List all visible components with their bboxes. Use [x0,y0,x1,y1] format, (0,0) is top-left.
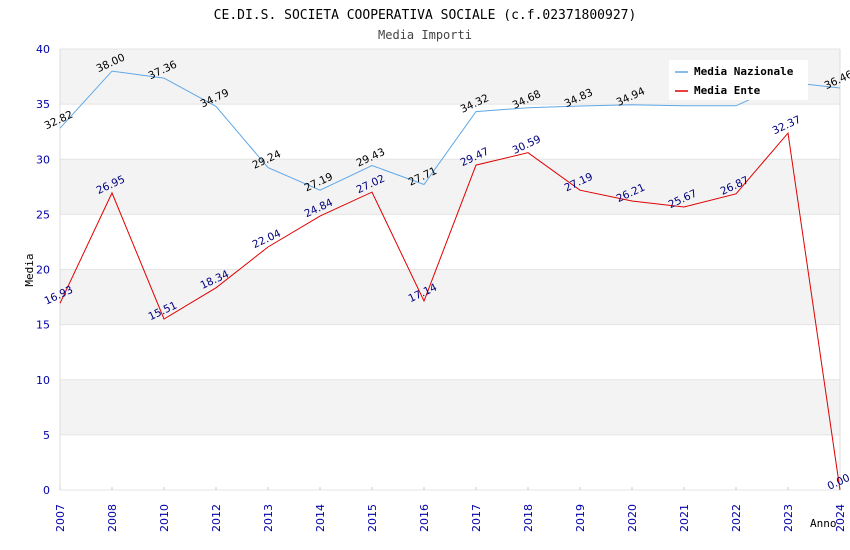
x-tick-label: 2019 [574,504,587,532]
y-tick-label: 40 [36,43,50,56]
x-tick-label: 2010 [158,504,171,532]
series-lines [59,70,841,491]
x-tick-label: 2012 [210,504,223,532]
series-line-nazionale [59,70,841,191]
x-tick-label: 2024 [834,504,847,532]
x-tick-label: 2018 [522,504,535,532]
x-tick-label: 2013 [262,504,275,532]
x-tick-label: 2020 [626,504,639,532]
y-tick-label: 30 [36,153,50,166]
grid-band [60,434,840,490]
grid-band [60,104,840,160]
x-tick-label: 2007 [54,504,67,532]
legend: Media Nazionale Media Ente [669,60,808,100]
x-tick-label: 2023 [782,504,795,532]
grid-bands [59,48,841,491]
y-axis-ticks: 0 5 10 15 20 25 30 35 40 [36,43,50,497]
grid-band [60,214,840,270]
x-tick-label: 2014 [314,504,327,532]
x-tick-label: 2016 [418,504,431,532]
series-line-ente [59,131,841,491]
grid-band [60,324,840,380]
x-tick-label: 2017 [470,504,483,532]
x-tick-label: 2008 [106,504,119,532]
y-tick-label: 20 [36,264,50,277]
chart-subtitle: Media Importi [378,28,472,42]
x-tick-label: 2022 [730,504,743,532]
grid-band [60,159,840,215]
chart-title: CE.DI.S. SOCIETA COOPERATIVA SOCIALE (c.… [214,8,637,23]
y-tick-label: 5 [43,429,50,442]
x-axis-label: Anno [810,517,837,530]
y-tick-label: 25 [36,208,50,221]
y-axis-label: Media [23,253,36,286]
x-axis-ticks: 2007 2008 2010 2012 2013 2014 2015 2016 2017 2018… [54,504,847,532]
y-tick-label: 0 [43,484,50,497]
legend-box [669,60,808,100]
grid-band [60,379,840,435]
grid-band [60,269,840,325]
x-tick-label: 2015 [366,504,379,532]
y-tick-label: 35 [36,98,50,111]
y-tick-label: 15 [36,319,50,332]
legend-label-nazionale: Media Nazionale [694,65,794,78]
y-tick-label: 10 [36,374,50,387]
legend-label-ente: Media Ente [694,84,761,97]
x-tick-label: 2021 [678,504,691,532]
